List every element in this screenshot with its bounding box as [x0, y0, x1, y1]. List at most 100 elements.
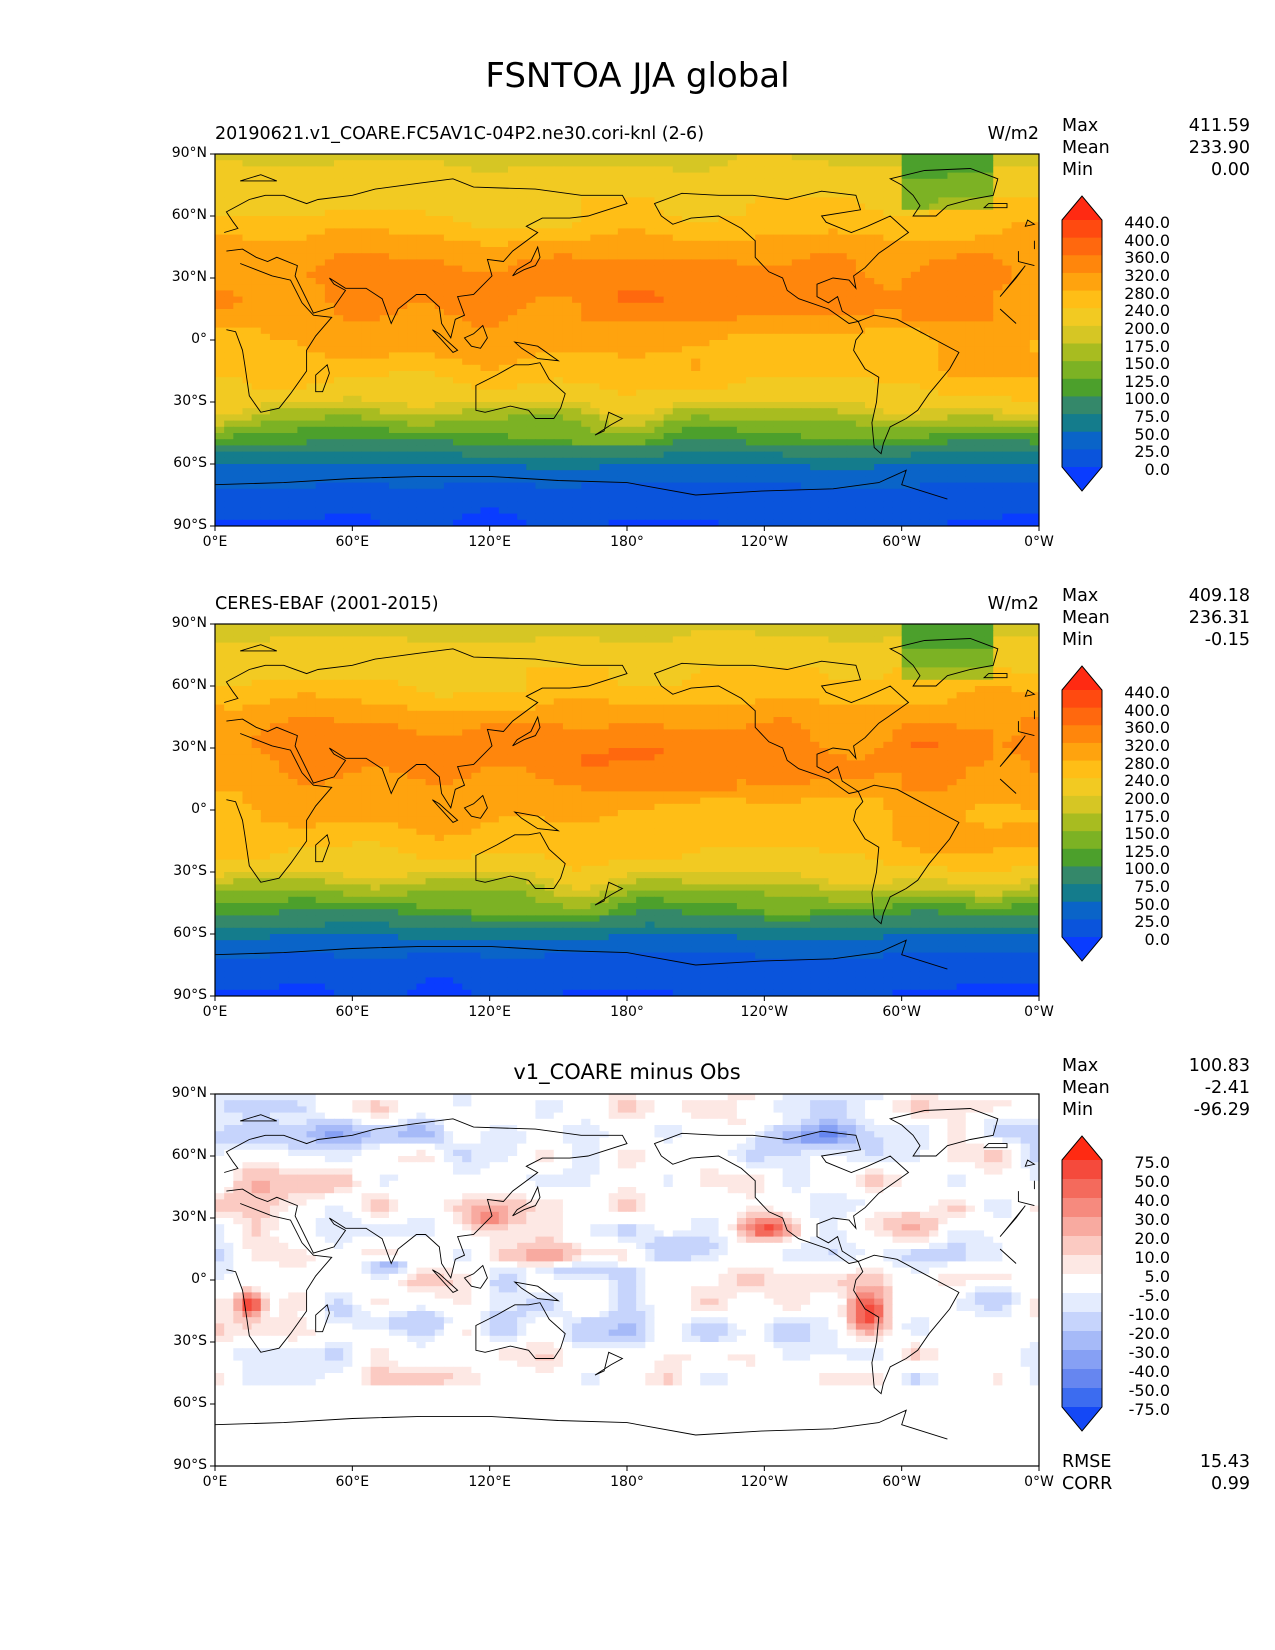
field-cell: [599, 247, 610, 254]
field-cell: [672, 185, 683, 192]
field-cell: [407, 172, 418, 180]
field-cell: [819, 408, 830, 415]
field-cell: [251, 340, 262, 347]
field-cell: [315, 402, 326, 409]
field-cell: [883, 278, 894, 285]
field-cell: [443, 315, 454, 322]
field-cell: [1011, 203, 1022, 211]
field-cell: [938, 439, 949, 446]
field-cell: [828, 333, 839, 341]
field-cell: [865, 302, 875, 310]
field-cell: [782, 191, 793, 198]
field-cell: [865, 383, 875, 391]
field-cell: [297, 476, 308, 484]
field-cell: [727, 222, 738, 229]
field-cell: [919, 358, 930, 366]
field-cell: [791, 408, 802, 415]
field-cell: [663, 470, 674, 477]
field-cell: [544, 271, 555, 279]
field-cell: [773, 265, 784, 273]
field-cell: [562, 346, 573, 353]
field-cell: [919, 377, 930, 384]
field-cell: [837, 154, 848, 161]
field-cell: [370, 371, 381, 378]
field-cell: [883, 302, 894, 310]
field-cell: [800, 377, 811, 384]
field-cell: [1011, 160, 1022, 167]
field-cell: [379, 191, 390, 198]
field-cell: [691, 327, 701, 335]
field-cell: [535, 377, 546, 384]
field-cell: [800, 327, 811, 335]
field-cell: [883, 358, 894, 366]
field-cell: [636, 160, 646, 167]
field-cell: [224, 439, 234, 446]
field-cell: [425, 327, 436, 335]
field-cell: [800, 439, 811, 446]
field-cell: [334, 259, 344, 267]
field-cell: [334, 166, 344, 174]
field-cell: [974, 247, 985, 254]
field-cell: [572, 371, 582, 378]
field-cell: [224, 389, 234, 397]
field-cell: [352, 377, 363, 384]
field-cell: [581, 253, 591, 260]
field-cell: [1029, 333, 1039, 341]
field-cell: [352, 464, 363, 471]
field-cell: [736, 433, 747, 440]
field-cell: [800, 457, 811, 465]
field-cell: [590, 209, 601, 217]
field-cell: [553, 327, 564, 335]
field-cell: [572, 426, 582, 434]
field-cell: [654, 234, 665, 242]
field-cell: [535, 160, 546, 167]
field-cell: [617, 414, 628, 422]
field-cell: [718, 240, 729, 248]
field-cell: [517, 482, 527, 490]
field-cell: [242, 209, 253, 217]
field-cell: [334, 364, 344, 372]
field-cell: [233, 476, 244, 484]
y-tick-label: 60°S: [173, 455, 207, 471]
field-cell: [736, 154, 747, 161]
field-cell: [498, 166, 509, 174]
field-cell: [407, 327, 418, 335]
field-cell: [617, 364, 628, 372]
field-cell: [855, 191, 866, 198]
field-cell: [627, 383, 637, 391]
field-cell: [865, 470, 875, 477]
field-cell: [388, 247, 399, 254]
field-cell: [334, 358, 344, 366]
field-cell: [370, 278, 381, 285]
field-cell: [526, 296, 537, 304]
field-cell: [388, 271, 399, 279]
field-cell: [828, 470, 839, 477]
field-cell: [608, 457, 619, 465]
field-cell: [819, 203, 830, 211]
field-cell: [947, 364, 958, 372]
field-cell: [416, 346, 427, 353]
field-cell: [590, 197, 601, 205]
field-cell: [800, 154, 811, 161]
field-cell: [718, 302, 729, 310]
field-cell: [727, 265, 738, 273]
field-cell: [627, 445, 637, 453]
field-cell: [398, 197, 408, 205]
field-cell: [929, 222, 939, 229]
field-cell: [498, 197, 509, 205]
field-cell: [727, 395, 738, 403]
field-cell: [919, 426, 930, 434]
field-cell: [416, 247, 427, 254]
field-cell: [855, 482, 866, 490]
field-cell: [837, 203, 848, 211]
field-cell: [370, 154, 381, 161]
field-cell: [819, 209, 830, 217]
field-cell: [617, 197, 628, 205]
field-cell: [645, 464, 656, 471]
field-cell: [810, 364, 820, 372]
field-cell: [572, 377, 582, 384]
field-cell: [242, 203, 253, 211]
field-cell: [993, 302, 1003, 310]
field-cell: [627, 414, 637, 422]
field-cell: [672, 178, 683, 186]
